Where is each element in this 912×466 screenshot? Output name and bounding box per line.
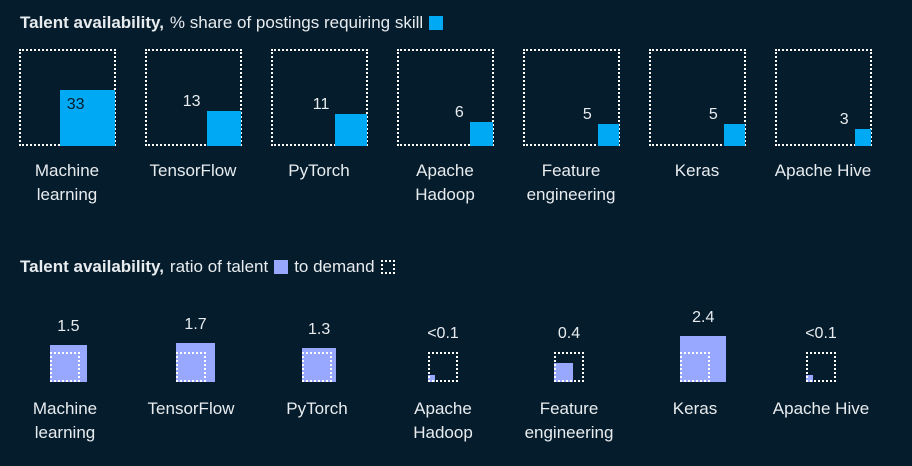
reference-box <box>396 49 494 146</box>
reference-box <box>774 49 872 146</box>
category-label: Feature engineering <box>526 161 616 204</box>
square <box>176 342 216 382</box>
value-label: 13 <box>182 93 201 111</box>
square <box>597 124 620 146</box>
square <box>806 375 813 382</box>
reference-box <box>302 352 332 382</box>
category-label: PyTorch <box>288 161 350 180</box>
reference-box <box>522 49 620 146</box>
square <box>554 363 573 382</box>
square <box>428 375 435 382</box>
reference-box <box>144 49 242 146</box>
square <box>854 129 872 146</box>
value-label: 1.5 <box>57 318 80 336</box>
value-label: 2.4 <box>692 308 715 326</box>
square <box>335 113 368 146</box>
category-label: Apache Hadoop <box>413 399 473 442</box>
value-label: 5 <box>708 106 718 124</box>
value-label: 1.7 <box>184 315 207 333</box>
category-label: Apache Hive <box>774 161 872 180</box>
category-label: Apache Hadoop <box>415 161 475 204</box>
value-label: <0.1 <box>805 325 837 342</box>
reference-box <box>270 49 368 146</box>
category-label: TensorFlow <box>149 161 237 180</box>
square <box>723 124 746 146</box>
square <box>469 122 494 146</box>
legend-icon <box>274 260 289 274</box>
value-label: 5 <box>582 106 592 124</box>
category-label: Keras <box>672 399 718 418</box>
title-1: Talent availability, % share of postings… <box>20 13 444 33</box>
reference-box <box>50 352 80 382</box>
title-text: % share of postings requiring skill <box>169 13 424 32</box>
reference-box <box>648 49 746 146</box>
title-bold: Talent availability, <box>20 257 164 276</box>
category-label: Keras <box>674 161 720 180</box>
category-label: Feature engineering <box>524 399 614 442</box>
category-label: Machine learning <box>32 399 98 442</box>
square <box>680 335 727 382</box>
square <box>206 111 242 146</box>
title-2: Talent availability, ratio of talent to … <box>20 257 395 277</box>
category-label: PyTorch <box>286 399 348 418</box>
category-label: TensorFlow <box>147 399 235 418</box>
value-label: 3 <box>839 111 849 129</box>
legend-icon <box>429 16 444 30</box>
reference-box <box>428 352 458 382</box>
value-label: 1.3 <box>307 320 331 338</box>
value-label: 6 <box>454 104 464 122</box>
category-label: Machine learning <box>34 161 100 204</box>
square <box>59 90 116 146</box>
title-text: ratio of talent <box>169 257 269 276</box>
value-label: 11 <box>312 95 330 113</box>
square <box>50 345 87 382</box>
value-label: 33 <box>66 96 85 114</box>
reference-box <box>176 352 206 382</box>
value-label: 0.4 <box>557 325 581 342</box>
title-text: to demand <box>294 257 375 276</box>
reference-box <box>806 352 836 382</box>
reference-box <box>554 352 584 382</box>
legend-icon <box>380 260 395 274</box>
title-bold: Talent availability, <box>20 13 164 32</box>
category-label: Apache Hive <box>772 399 870 418</box>
reference-box <box>680 352 710 382</box>
value-label: <0.1 <box>427 325 459 342</box>
